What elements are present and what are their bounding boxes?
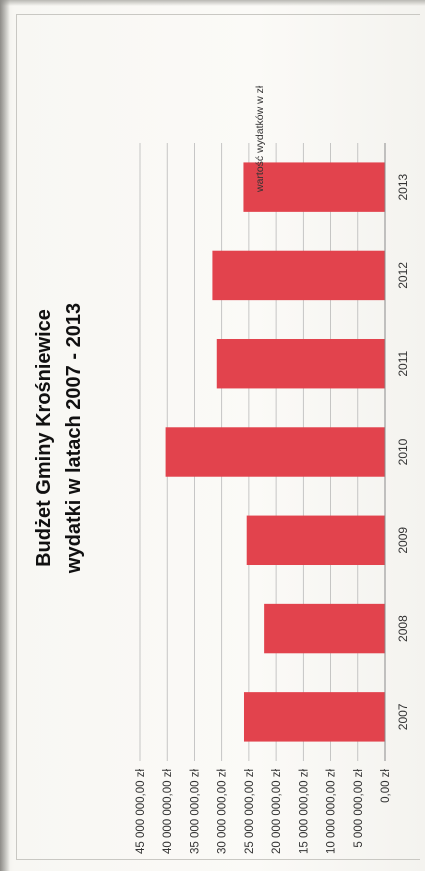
y-tick-label: 30 000 000,00 zł (217, 769, 229, 854)
y-tick-label: 20 000 000,00 zł (271, 769, 283, 854)
y-tick-label: 25 000 000,00 zł (244, 769, 256, 854)
bars (165, 162, 385, 742)
y-tick-label: 35 000 000,00 zł (189, 769, 201, 854)
chart-root: 0,00 zł 5 000 000,00 zł 10 000 000,00 zł 15… (33, 85, 410, 854)
bar-2012 (212, 250, 385, 301)
y-tick-label: 0,00 zł (380, 769, 392, 803)
x-tick-label: 2007 (396, 703, 410, 730)
legend-label: wartość wydatków w zł (254, 85, 266, 193)
scan-shadow-left (0, 0, 10, 871)
bar-2009 (246, 515, 385, 566)
bar-2011 (216, 338, 385, 389)
y-tick-label: 10 000 000,00 zł (326, 769, 338, 854)
bar-2013 (243, 162, 385, 212)
x-tick-label: 2008 (396, 615, 410, 642)
bar-2010 (165, 427, 385, 477)
y-tick-label: 15 000 000,00 zł (298, 769, 310, 854)
chart-title-line-2: wydatki w latach 2007 - 2013 (63, 303, 85, 574)
bar-2007 (243, 692, 385, 742)
x-tick-label: 2011 (396, 350, 410, 376)
x-tick-label: 2009 (396, 527, 410, 554)
scan-shadow-top (0, 0, 425, 6)
legend-swatch (254, 196, 263, 205)
x-tick-label: 2013 (396, 173, 410, 200)
x-tick-label: 2010 (396, 438, 410, 465)
legend: wartość wydatków w zł (254, 85, 266, 205)
x-tick-label: 2012 (396, 262, 410, 289)
bar-2008 (264, 603, 385, 654)
y-tick-label: 45 000 000,00 zł (135, 769, 147, 854)
chart-frame (16, 14, 420, 860)
y-tick-label: 40 000 000,00 zł (162, 769, 174, 854)
chart-title-line-1: Budżet Gminy Krośniewice (33, 309, 55, 567)
x-axis-tick-labels: 2007 2008 2009 2010 2011 2012 2013 (396, 173, 410, 730)
y-axis-tick-labels: 0,00 zł 5 000 000,00 zł 10 000 000,00 zł 15… (135, 769, 392, 854)
y-tick-label: 5 000 000,00 zł (353, 769, 365, 848)
